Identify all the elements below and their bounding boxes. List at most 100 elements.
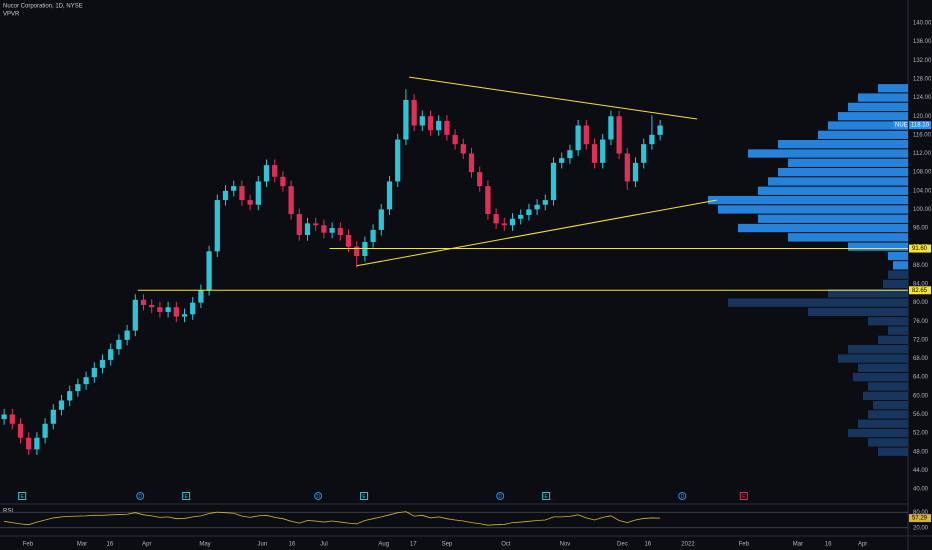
y-tick-label: 136.00	[913, 39, 932, 45]
y-tick-label: 96.00	[913, 226, 929, 232]
event-icon	[678, 492, 687, 500]
candle-body	[468, 153, 475, 173]
candle-body	[542, 200, 548, 205]
candle-body	[493, 214, 499, 224]
event-label: D	[498, 494, 502, 500]
x-tick-label: Aug	[378, 542, 389, 548]
volume-profile-bar	[863, 391, 908, 400]
y-tick-label: 80.00	[913, 300, 929, 306]
candle-body	[272, 165, 278, 177]
candle-body	[460, 144, 466, 154]
x-tick-label: Apr	[142, 542, 151, 548]
event-icon	[360, 492, 369, 500]
y-tick-label: 84.00	[913, 282, 929, 288]
volume-profile-bar	[848, 242, 908, 251]
candle-body	[321, 225, 327, 233]
volume-profile-bar	[828, 289, 908, 298]
candle-body	[526, 209, 532, 216]
y-tick-label: 100.00	[913, 207, 932, 213]
y-tick-label: 112.00	[913, 151, 932, 157]
y-tick-label: 128.00	[913, 77, 932, 83]
volume-profile-bar	[858, 419, 908, 428]
volume-profile-bar	[818, 130, 908, 140]
candle-body	[67, 391, 73, 401]
x-tick-label: 16	[644, 542, 651, 548]
candle-body	[9, 414, 15, 424]
x-tick-label: Apr	[858, 542, 867, 548]
candle-body	[255, 181, 261, 205]
y-tick-label: 64.00	[913, 375, 929, 381]
candle-body	[42, 423, 48, 438]
candle-body	[239, 186, 245, 201]
candle-body	[247, 200, 253, 205]
candle-body	[354, 246, 360, 257]
volume-profile-bar	[883, 279, 908, 289]
y-tick-label: 104.00	[913, 188, 932, 194]
y-tick-label: 48.00	[913, 449, 929, 455]
event-icon	[136, 492, 145, 500]
y-tick-label: 56.00	[913, 412, 929, 418]
rsi-tick-label: 80.00	[913, 510, 929, 516]
event-icon	[18, 492, 27, 500]
candle-body	[550, 162, 557, 201]
candle-body	[83, 377, 89, 385]
candle-body	[108, 349, 114, 360]
event-label: D	[138, 494, 142, 500]
volume-profile-bar	[768, 177, 908, 186]
event-label: E	[362, 494, 366, 500]
volume-profile-bar	[853, 373, 908, 382]
y-tick-label: 40.00	[913, 487, 929, 493]
event-label: E	[544, 494, 548, 500]
rsi-current-box	[909, 514, 931, 523]
x-tick-label: 17	[410, 542, 417, 548]
candle-body	[149, 304, 155, 308]
y-tick-label: 76.00	[913, 319, 929, 325]
volume-profile-bar	[888, 270, 908, 279]
volume-profile-bar	[758, 186, 908, 195]
current-price-label: 118.10	[911, 123, 930, 129]
candle-body	[214, 200, 220, 252]
volume-profile-bar	[778, 140, 908, 149]
event-label: E	[20, 494, 24, 500]
y-tick-label: 116.00	[913, 132, 932, 138]
y-tick-label: 44.00	[913, 468, 929, 474]
candle-body	[132, 299, 138, 331]
candle-body	[1, 414, 7, 420]
candle-body	[649, 134, 655, 145]
candle-body	[263, 165, 270, 182]
x-tick-label: Mar	[77, 542, 87, 548]
event-icon	[739, 492, 748, 500]
trendline	[356, 199, 717, 267]
x-tick-label: 16	[289, 542, 296, 548]
candle-body	[58, 400, 65, 410]
volume-profile-bar	[788, 233, 908, 242]
y-tick-label: 72.00	[913, 337, 929, 343]
volume-profile-bar	[868, 382, 908, 391]
volume-profile-bar	[748, 149, 908, 158]
x-tick-label: Feb	[739, 542, 750, 548]
x-tick-label: Nov	[560, 542, 571, 548]
rsi-tick-label: 20.00	[913, 525, 929, 531]
x-tick-label: 16	[107, 542, 114, 548]
candle-body	[657, 125, 663, 135]
volume-profile-bar	[728, 298, 908, 307]
volume-profile-bar	[868, 410, 908, 419]
event-label: D	[316, 494, 320, 500]
event-label: D	[680, 494, 684, 500]
volume-profile-bar	[878, 447, 908, 456]
event-label: E	[184, 494, 188, 500]
volume-profile-bar	[878, 84, 908, 93]
event-icon	[542, 492, 551, 500]
event-icon	[182, 492, 191, 500]
event-icon	[496, 492, 505, 500]
candle-body	[501, 223, 507, 226]
candle-body	[395, 139, 401, 182]
y-tick-label: 52.00	[913, 431, 929, 437]
volume-profile-bar	[893, 261, 908, 270]
x-tick-label: Feb	[23, 542, 34, 548]
y-tick-label: 60.00	[913, 393, 929, 399]
candle-body	[378, 209, 384, 230]
candle-body	[370, 229, 376, 243]
